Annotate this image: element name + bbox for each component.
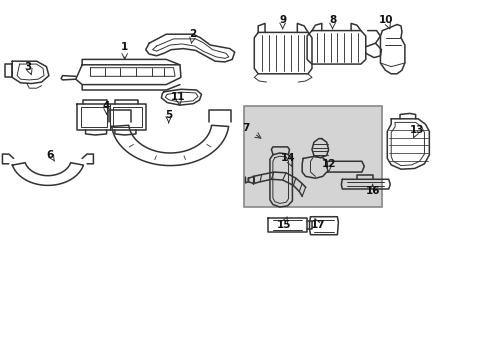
Text: 12: 12 [321, 159, 335, 169]
Text: 11: 11 [171, 92, 185, 102]
Text: 1: 1 [121, 42, 128, 52]
Text: 9: 9 [279, 15, 285, 25]
Bar [243, 106, 382, 207]
Text: 10: 10 [378, 15, 393, 25]
Text: 17: 17 [310, 220, 325, 230]
Text: 13: 13 [409, 125, 424, 135]
Text: 14: 14 [281, 153, 295, 163]
Text: 6: 6 [47, 150, 54, 160]
Text: 8: 8 [328, 15, 335, 25]
Text: 2: 2 [189, 29, 196, 39]
Text: 4: 4 [102, 101, 110, 111]
Text: 7: 7 [242, 123, 249, 133]
Text: 15: 15 [276, 220, 290, 230]
Text: 5: 5 [165, 110, 172, 120]
Text: 16: 16 [365, 186, 379, 196]
Text: 3: 3 [25, 62, 32, 72]
